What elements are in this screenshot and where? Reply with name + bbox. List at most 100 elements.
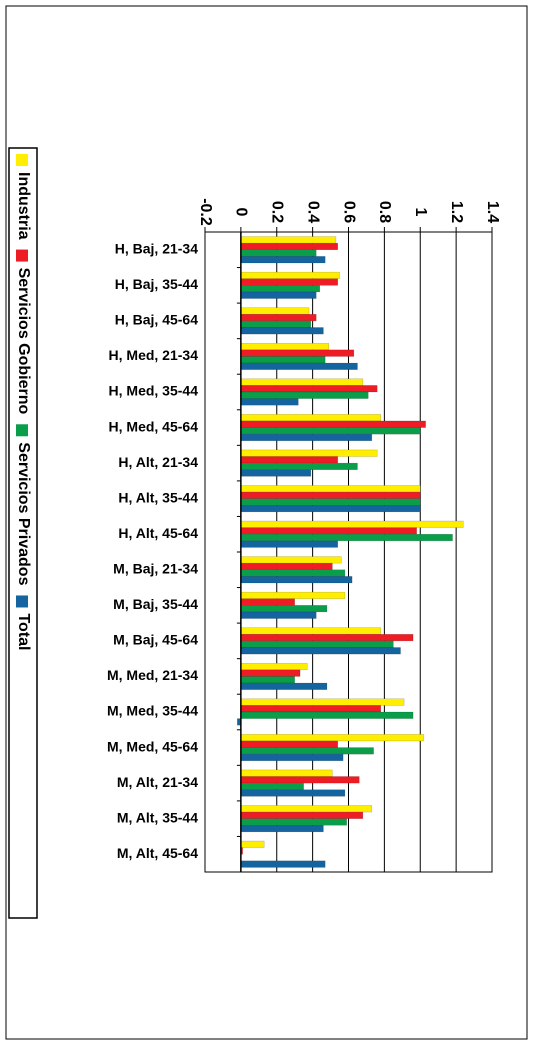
bar — [240, 698, 405, 706]
bar — [240, 562, 333, 571]
bar — [240, 540, 338, 548]
bar — [240, 669, 301, 677]
y-tick-label: M, Alt, 45-64 — [117, 845, 198, 861]
y-tick-label: H, Baj, 35-44 — [115, 276, 198, 292]
bar — [240, 349, 355, 357]
bar — [240, 327, 324, 335]
y-tick-label: H, Med, 45-64 — [109, 418, 199, 434]
legend-swatch — [16, 595, 28, 608]
y-tick-label: M, Baj, 35-44 — [113, 596, 198, 612]
bar — [240, 634, 414, 642]
x-tick-label: 1.4 — [484, 201, 501, 223]
bar — [240, 662, 308, 671]
y-tick-label: H, Alt, 45-64 — [118, 525, 198, 541]
bar — [240, 362, 358, 370]
bar — [240, 398, 299, 406]
legend-swatch — [16, 154, 28, 166]
bar — [240, 285, 321, 293]
x-tick-label: 0 — [233, 208, 250, 217]
legend-label: Industria — [15, 172, 32, 240]
bar — [240, 705, 382, 713]
bar — [240, 320, 312, 328]
bar — [240, 391, 369, 399]
bar — [240, 611, 317, 619]
bar — [240, 433, 373, 442]
bar — [240, 456, 338, 464]
bar — [240, 278, 338, 286]
bar — [240, 840, 265, 848]
x-tick-label: 0.4 — [304, 201, 321, 223]
bar — [240, 378, 364, 386]
x-tick-label: 0.2 — [269, 201, 286, 223]
bar — [240, 769, 333, 777]
bar — [240, 818, 347, 826]
bar — [240, 291, 317, 299]
x-tick-label: 1.2 — [448, 201, 465, 223]
bar — [240, 520, 464, 528]
chart-frame — [5, 5, 528, 1040]
bar — [240, 605, 328, 613]
bar — [240, 356, 326, 364]
legend-swatch — [16, 249, 28, 262]
y-tick-label: M, Baj, 21-34 — [113, 560, 198, 576]
bar — [240, 711, 414, 719]
bar — [240, 469, 312, 477]
y-tick-label: H, Med, 21-34 — [109, 347, 199, 363]
bar — [240, 556, 342, 564]
bar — [240, 740, 338, 748]
bar — [240, 734, 425, 742]
bar — [240, 776, 360, 784]
y-tick-label: M, Med, 35-44 — [107, 703, 198, 719]
bar — [240, 491, 421, 499]
bar — [240, 505, 421, 513]
bar — [240, 569, 346, 577]
x-tick-label: 1 — [412, 208, 429, 217]
y-tick-label: M, Alt, 21-34 — [117, 774, 198, 790]
y-tick-label: M, Alt, 35-44 — [117, 809, 198, 825]
bar — [240, 805, 373, 813]
bar — [240, 449, 378, 457]
x-tick-label: 0.8 — [376, 201, 393, 223]
bar — [240, 498, 421, 506]
y-tick-label: M, Baj, 45-64 — [113, 632, 198, 648]
bar — [240, 385, 378, 393]
bar — [240, 307, 310, 315]
bar — [240, 747, 374, 755]
bar — [240, 427, 421, 435]
bar — [240, 676, 295, 684]
bar — [240, 414, 382, 422]
legend-label: Servicios Gobierno — [15, 268, 32, 415]
bar — [240, 485, 421, 493]
y-tick-label: H, Med, 35-44 — [109, 383, 199, 399]
bar — [240, 271, 340, 279]
legend-label: Servicios Privados — [15, 442, 32, 585]
x-tick-label: -0.2 — [197, 198, 214, 226]
bar — [240, 789, 346, 797]
x-tick-label: 0.6 — [340, 201, 357, 223]
legend-label: Total — [15, 613, 32, 650]
bar — [240, 753, 344, 762]
bar — [240, 640, 394, 648]
y-tick-label: H, Alt, 35-44 — [118, 489, 198, 505]
bar — [240, 256, 326, 264]
bar — [240, 249, 317, 257]
bar — [240, 236, 337, 244]
y-tick-label: M, Med, 21-34 — [107, 667, 198, 683]
bar — [240, 533, 453, 542]
y-tick-label: H, Alt, 21-34 — [118, 454, 198, 470]
bar — [240, 242, 338, 251]
legend-box — [8, 147, 38, 919]
bar — [240, 527, 417, 535]
bar — [240, 782, 304, 790]
bar — [240, 591, 346, 599]
bar — [240, 462, 358, 470]
bar — [240, 598, 295, 606]
bar — [240, 342, 330, 351]
y-tick-label: H, Baj, 45-64 — [115, 312, 198, 328]
bar — [240, 860, 326, 868]
bar — [240, 314, 317, 322]
bar — [240, 825, 324, 833]
bar — [240, 627, 382, 635]
y-tick-label: M, Med, 45-64 — [107, 738, 198, 754]
